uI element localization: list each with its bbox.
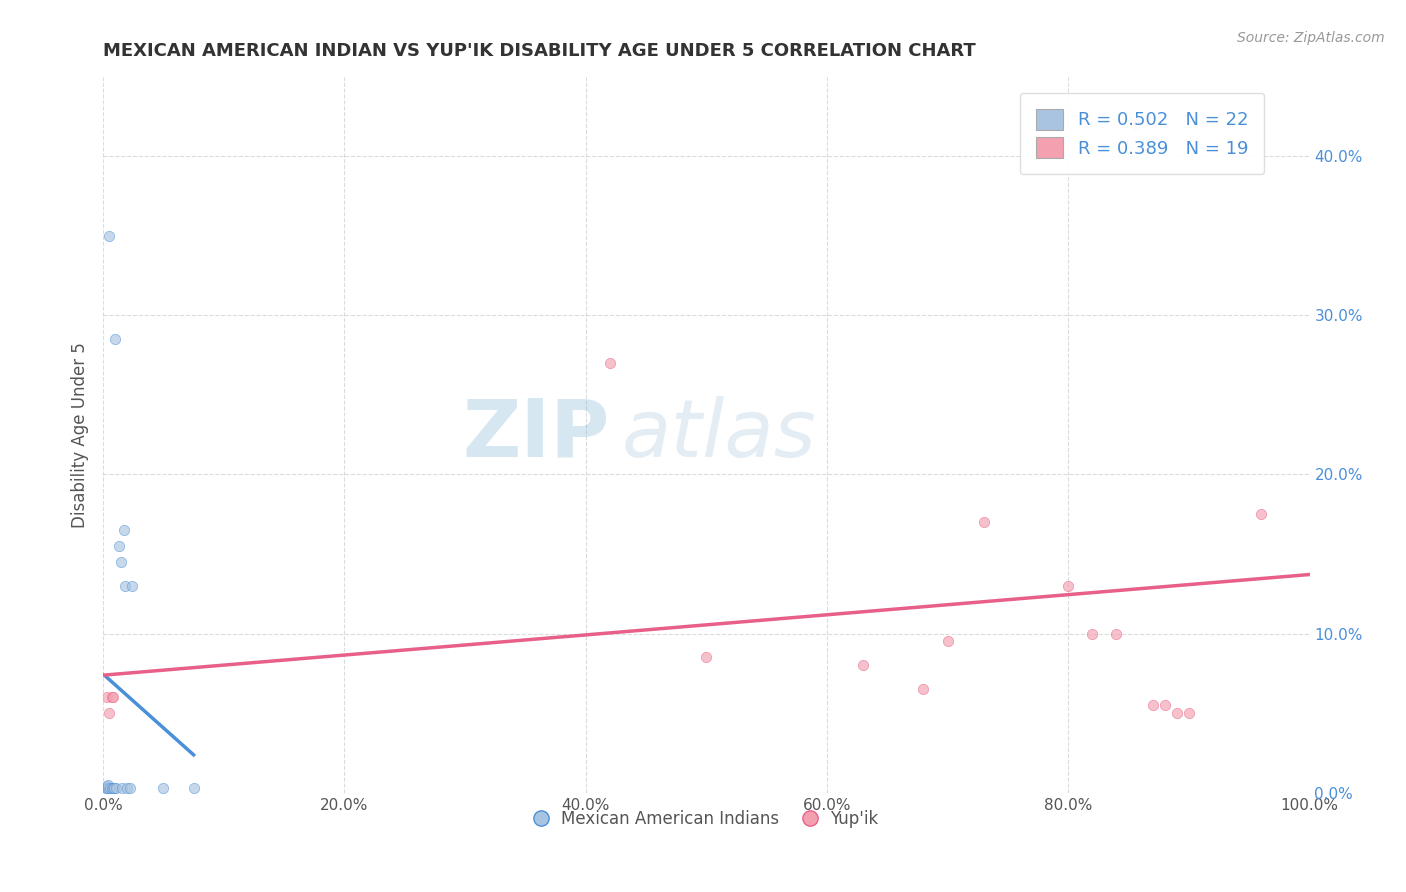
Point [1178,706,1201,720]
Point [98,706,121,720]
Point [100,780,122,795]
Point [1123,117,1146,131]
Text: ZIP: ZIP [463,396,610,474]
Point [152,780,174,795]
Point [96,780,118,795]
Point [111,780,134,795]
Point [103,780,125,795]
Point [121,579,143,593]
Point [1105,626,1128,640]
Legend: Mexican American Indians, Yup'ik: Mexican American Indians, Yup'ik [527,803,886,834]
Point [94,780,117,795]
Point [599,356,621,370]
Point [852,658,875,673]
Text: Source: ZipAtlas.com: Source: ZipAtlas.com [1237,31,1385,45]
Point [1250,507,1272,521]
Point [695,650,717,665]
Point [97,778,120,792]
Point [101,780,124,795]
Point [96,690,118,705]
Point [117,780,139,795]
Point [118,780,141,795]
Point [110,555,132,569]
Point [96,779,118,793]
Point [101,690,124,705]
Point [98,228,121,243]
Y-axis label: Disability Age Under 5: Disability Age Under 5 [72,342,89,527]
Point [912,682,935,697]
Point [1057,579,1080,593]
Point [183,780,205,795]
Point [1081,626,1104,640]
Point [98,780,121,795]
Point [100,690,122,705]
Point [973,515,995,529]
Point [1153,698,1175,713]
Text: MEXICAN AMERICAN INDIAN VS YUP'IK DISABILITY AGE UNDER 5 CORRELATION CHART: MEXICAN AMERICAN INDIAN VS YUP'IK DISABI… [103,42,976,60]
Point [97,780,120,795]
Point [112,523,135,537]
Point [1142,698,1164,713]
Text: atlas: atlas [621,396,817,474]
Point [108,539,131,553]
Point [105,780,128,795]
Point [104,332,127,346]
Point [1166,706,1188,720]
Point [936,634,959,648]
Point [114,579,136,593]
